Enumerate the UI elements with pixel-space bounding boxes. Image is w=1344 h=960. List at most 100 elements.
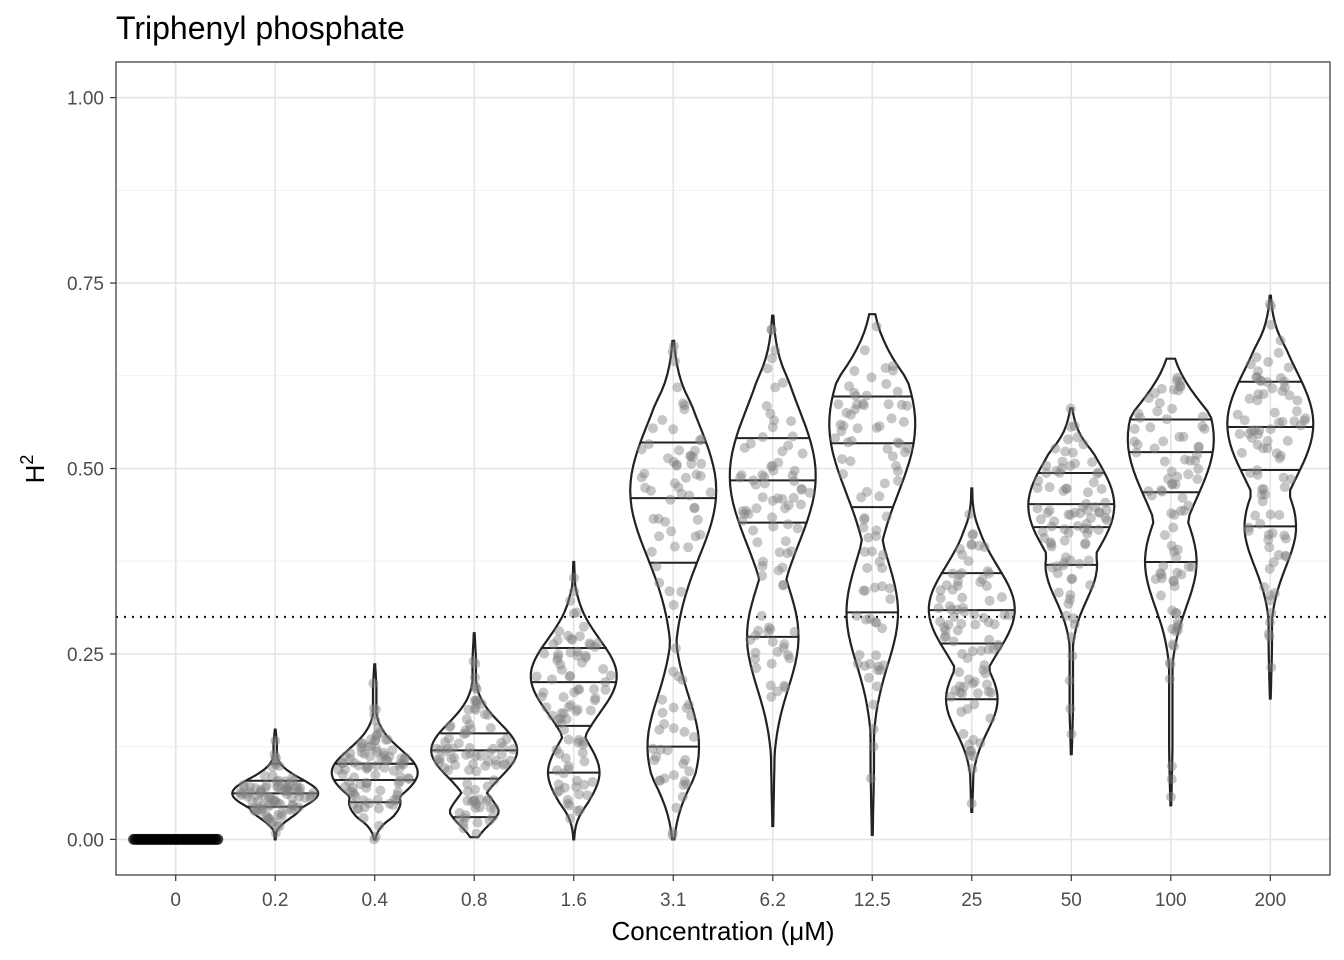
- data-point: [396, 753, 407, 764]
- data-point: [483, 756, 494, 767]
- data-point: [665, 494, 676, 505]
- violin-outline: [529, 560, 618, 841]
- data-point: [786, 546, 797, 557]
- data-point: [444, 722, 455, 732]
- data-point: [766, 461, 777, 472]
- data-point: [361, 763, 372, 774]
- data-point: [1065, 403, 1076, 414]
- data-point: [458, 818, 469, 829]
- data-point: [370, 735, 381, 745]
- data-point: [1172, 372, 1183, 383]
- data-point: [852, 399, 863, 410]
- data-point: [384, 751, 395, 762]
- data-point: [962, 704, 973, 715]
- data-point: [1264, 298, 1275, 309]
- data-point: [1171, 552, 1182, 563]
- data-point: [559, 782, 570, 793]
- data-point: [1193, 464, 1204, 474]
- data-point: [778, 642, 789, 653]
- data-point: [667, 830, 678, 841]
- data-point: [574, 631, 585, 642]
- data-point: [1262, 436, 1273, 446]
- data-point: [488, 743, 499, 754]
- data-point: [684, 766, 695, 777]
- data-point: [778, 377, 788, 388]
- data-point: [501, 734, 512, 744]
- data-point: [870, 617, 881, 628]
- data-point: [864, 672, 874, 683]
- data-point: [1032, 483, 1043, 493]
- data-point: [797, 448, 808, 459]
- data-point: [1252, 395, 1263, 406]
- data-point: [281, 784, 292, 795]
- data-point: [763, 627, 774, 637]
- data-point: [578, 739, 589, 750]
- data-point: [439, 763, 450, 773]
- data-point: [264, 813, 275, 824]
- data-point: [572, 704, 583, 715]
- data-point: [1175, 381, 1186, 392]
- data-point: [974, 540, 984, 551]
- data-point: [464, 742, 475, 753]
- data-point: [1063, 509, 1074, 520]
- data-point: [1050, 443, 1061, 454]
- data-point: [265, 800, 276, 811]
- data-point: [279, 786, 290, 797]
- data-point: [1266, 662, 1277, 673]
- data-point: [270, 828, 281, 839]
- data-point: [371, 743, 382, 754]
- data-point: [1187, 561, 1198, 572]
- data-point: [772, 646, 783, 657]
- data-point: [1067, 447, 1078, 458]
- data-point: [245, 787, 255, 798]
- data-point: [556, 664, 567, 675]
- data-point: [789, 476, 800, 487]
- data-point: [787, 470, 798, 481]
- data-point: [449, 752, 459, 763]
- data-point: [1280, 533, 1291, 544]
- data-point: [963, 674, 974, 685]
- data-point: [874, 491, 885, 502]
- data-point: [496, 737, 507, 748]
- data-point: [1269, 407, 1280, 418]
- data-point: [668, 341, 679, 352]
- data-point: [552, 787, 562, 798]
- data-point: [669, 541, 680, 552]
- data-point: [1243, 525, 1254, 536]
- data-point: [598, 664, 609, 674]
- data-point: [507, 744, 518, 755]
- data-point: [337, 769, 348, 780]
- data-point: [757, 561, 768, 572]
- data-point: [268, 817, 279, 828]
- data-point: [854, 649, 865, 660]
- data-point: [1277, 416, 1288, 427]
- data-point: [479, 709, 490, 720]
- data-point: [1177, 492, 1188, 503]
- data-point: [861, 614, 872, 625]
- data-point: [1246, 425, 1257, 436]
- data-point: [563, 764, 574, 775]
- data-point: [737, 515, 748, 526]
- data-point: [348, 757, 359, 768]
- data-point: [1256, 375, 1267, 386]
- data-point: [1166, 508, 1177, 519]
- data-point: [1156, 573, 1167, 584]
- data-point: [850, 404, 861, 415]
- data-point: [858, 585, 869, 596]
- data-point: [345, 748, 356, 759]
- violin-12.5: [828, 313, 917, 836]
- data-point: [256, 787, 267, 798]
- data-point: [767, 460, 778, 471]
- data-point: [967, 764, 978, 775]
- data-point: [1167, 479, 1178, 489]
- data-point: [356, 742, 367, 753]
- data-point: [885, 583, 895, 594]
- data-point: [472, 695, 483, 706]
- data-point: [999, 609, 1010, 620]
- data-point: [1260, 489, 1271, 500]
- data-point: [394, 776, 405, 787]
- data-point: [1171, 622, 1182, 633]
- x-tick-label: 25: [961, 890, 982, 911]
- data-point: [783, 500, 794, 511]
- data-point: [359, 748, 370, 759]
